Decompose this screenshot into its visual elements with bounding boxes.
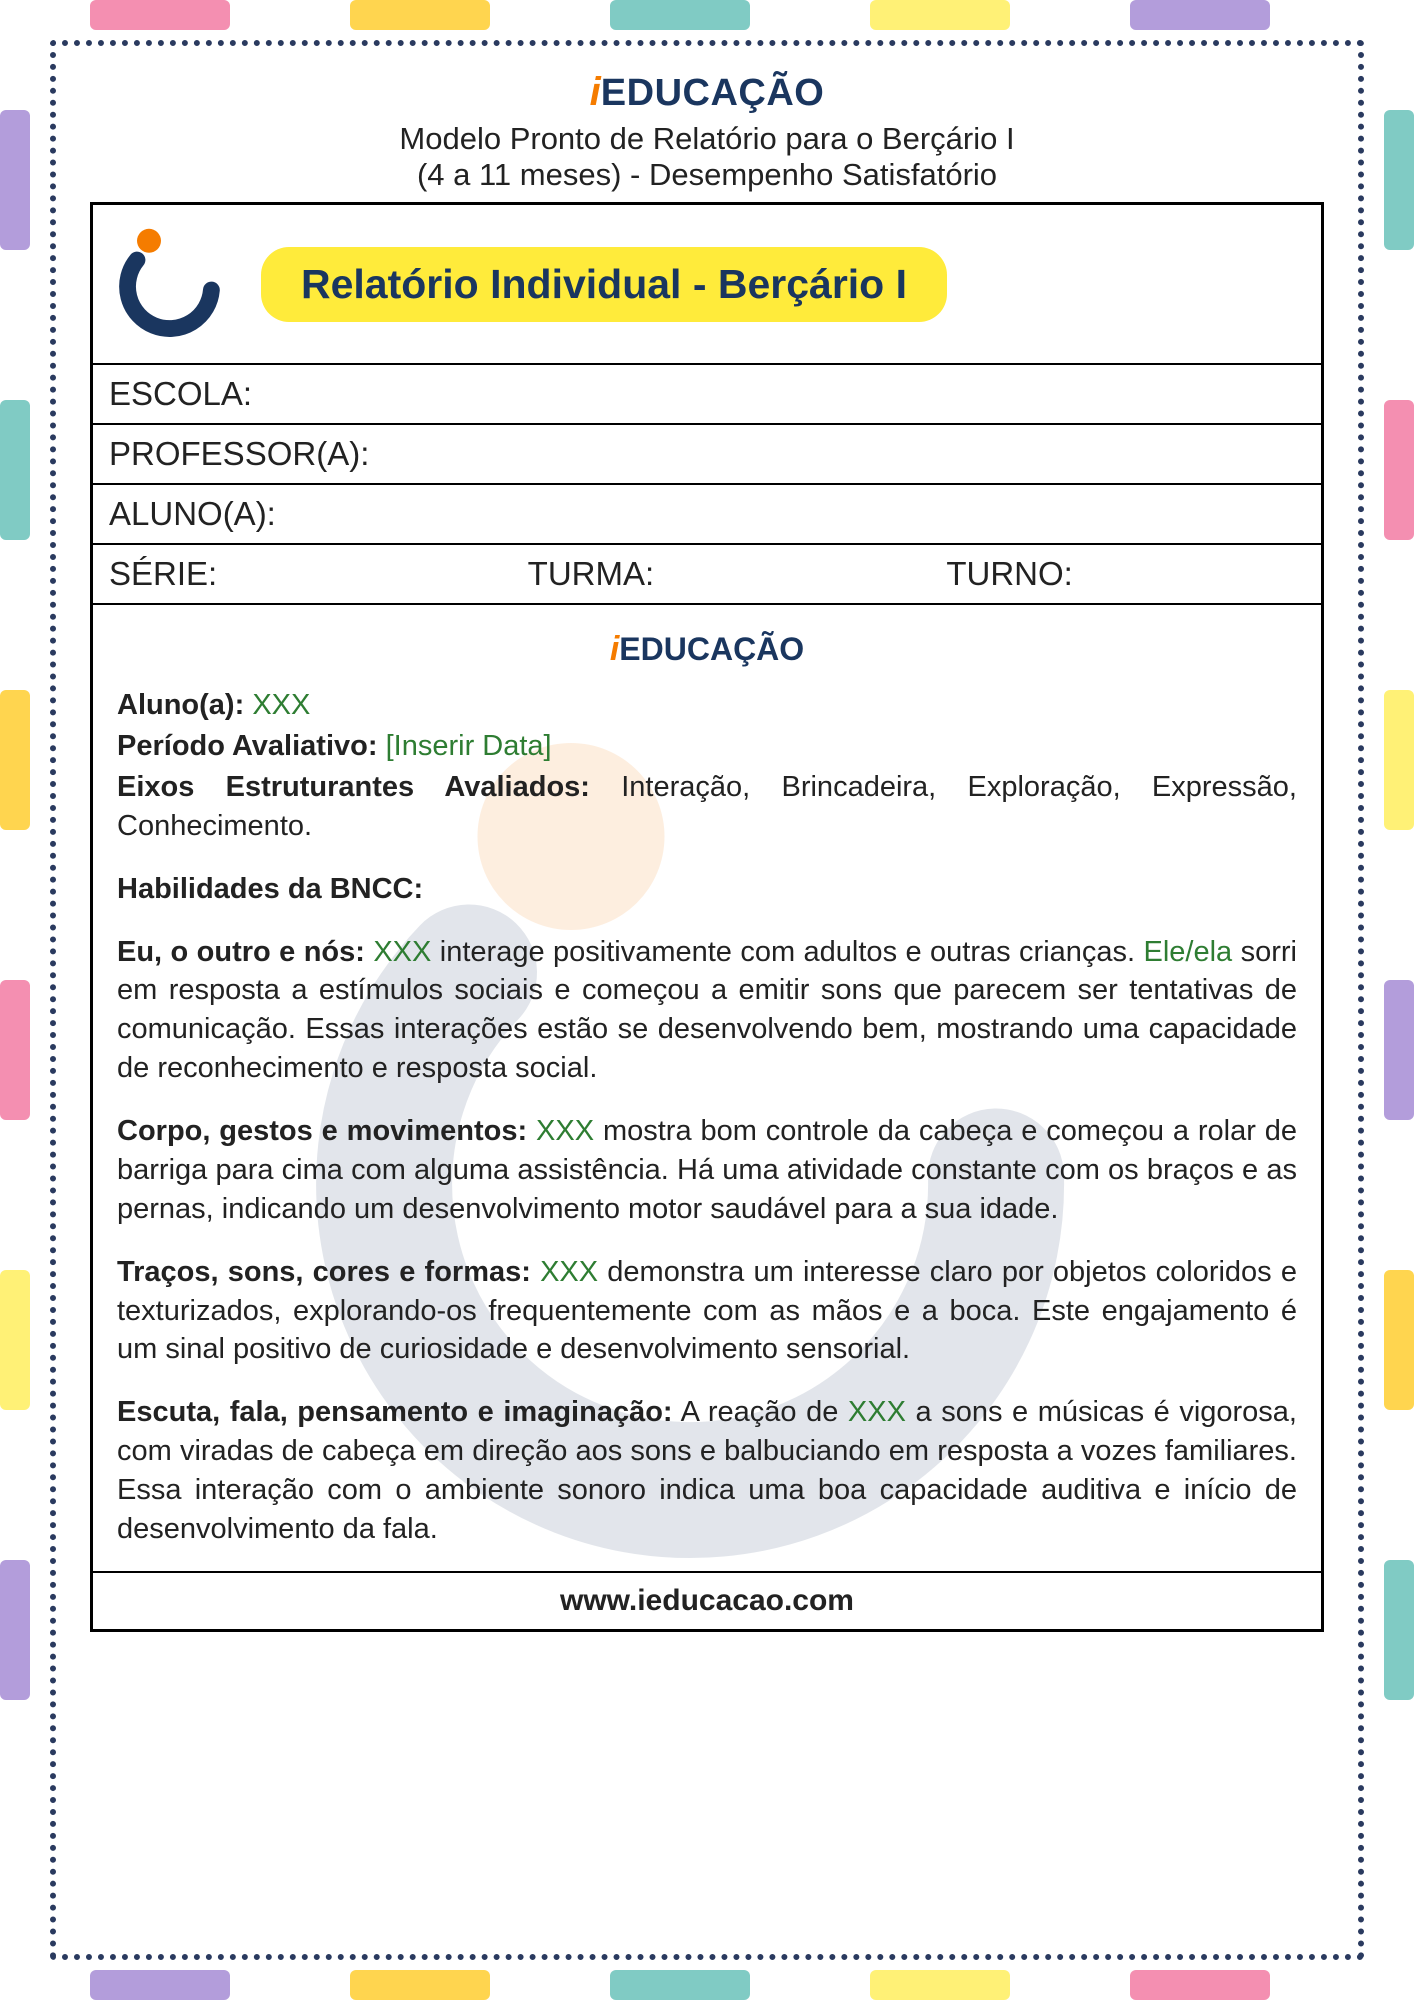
section-corpo: Corpo, gestos e movimentos: XXX mostra b…: [117, 1112, 1297, 1229]
label-turma: TURMA:: [528, 555, 887, 593]
report-table: Relatório Individual - Berçário I ESCOLA…: [90, 202, 1324, 1632]
line-periodo: Período Avaliativo: [Inserir Data]: [117, 727, 1297, 766]
field-serie-turma-turno: SÉRIE: TURMA: TURNO:: [92, 544, 1323, 604]
line-eixos: Eixos Estruturantes Avaliados: Interação…: [117, 768, 1297, 846]
field-aluno: ALUNO(A):: [92, 484, 1323, 544]
label-serie: SÉRIE:: [109, 555, 468, 593]
section-escuta: Escuta, fala, pensamento e imaginação: A…: [117, 1393, 1297, 1548]
brand-logo-mid: iEDUCAÇÃO: [117, 627, 1297, 673]
subtitle-line1: Modelo Pronto de Relatório para o Berçár…: [399, 121, 1014, 156]
label-turno: TURNO:: [946, 555, 1305, 593]
report-body-cell: iEDUCAÇÃO Aluno(a): XXX Período Avaliati…: [92, 604, 1323, 1631]
brand-logo-top: iEDUCAÇÃO: [90, 70, 1324, 115]
footer-url: www.ieducacao.com: [93, 1571, 1321, 1629]
brand-name: EDUCAÇÃO: [601, 72, 825, 114]
brand-prefix: i: [590, 70, 601, 114]
report-title: Relatório Individual - Berçário I: [261, 247, 947, 322]
subtitle: Modelo Pronto de Relatório para o Berçár…: [90, 121, 1324, 192]
subtitle-line2: (4 a 11 meses) - Desempenho Satisfatório: [417, 157, 997, 192]
field-professor: PROFESSOR(A):: [92, 424, 1323, 484]
section-eu-outro: Eu, o outro e nós: XXX interage positiva…: [117, 933, 1297, 1088]
brand-logo-icon: [113, 224, 233, 344]
line-aluno: Aluno(a): XXX: [117, 686, 1297, 725]
field-escola: ESCOLA:: [92, 364, 1323, 424]
habilidades-heading: Habilidades da BNCC:: [117, 870, 1297, 909]
page-content: iEDUCAÇÃO Modelo Pronto de Relatório par…: [90, 70, 1324, 1930]
section-tracos: Traços, sons, cores e formas: XXX demons…: [117, 1253, 1297, 1370]
